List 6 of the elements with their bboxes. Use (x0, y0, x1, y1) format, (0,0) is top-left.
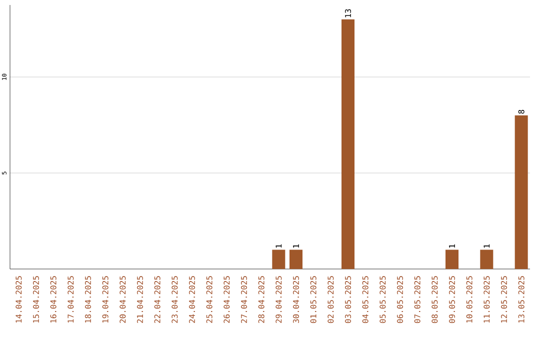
bar (290, 250, 302, 269)
bar (342, 19, 355, 269)
bar (446, 250, 459, 269)
bar (480, 250, 494, 269)
bar (272, 250, 286, 269)
bar (514, 115, 528, 269)
